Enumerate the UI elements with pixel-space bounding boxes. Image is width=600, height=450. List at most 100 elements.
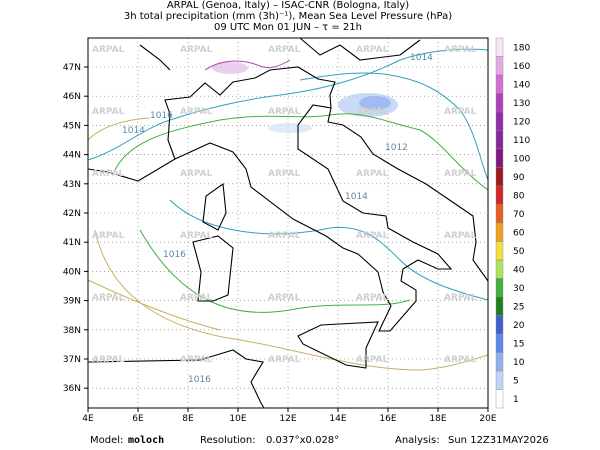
isobar-label: 1016 — [163, 250, 186, 260]
colorbar-label: 1 — [513, 395, 519, 405]
colorbar-swatch — [495, 389, 504, 409]
lat-label: 43N — [63, 180, 81, 190]
colorbar-label: 130 — [513, 99, 530, 109]
island — [202, 183, 227, 231]
lat-label: 40N — [63, 267, 81, 277]
footer-value: 0.037°x0.028° — [266, 435, 339, 446]
footer-label: Resolution: — [200, 435, 256, 446]
footer-label: Analysis: — [395, 435, 440, 446]
colorbar-swatch — [495, 148, 504, 168]
isobar — [87, 279, 221, 331]
lat-label: 46N — [63, 92, 81, 102]
island — [192, 235, 234, 302]
footer-label: Model: — [90, 435, 123, 446]
colorbar-swatch — [495, 333, 504, 353]
colorbar-swatch — [495, 56, 504, 76]
watermark: ARPAL — [268, 45, 301, 55]
colorbar-swatch — [495, 370, 504, 390]
title-line: 09 UTC Mon 01 JUN – τ = 21h — [214, 22, 362, 33]
colorbar-swatch — [495, 315, 504, 335]
lon-label: 20E — [479, 414, 496, 424]
watermark: ARPAL — [356, 169, 389, 179]
lon-label: 8E — [182, 414, 194, 424]
colorbar-label: 180 — [513, 43, 530, 53]
colorbar: 1801601401301201101009080706050403025201… — [495, 37, 530, 409]
colorbar-swatch — [495, 185, 504, 205]
lat-label: 42N — [63, 209, 81, 219]
colorbar-swatch — [495, 204, 504, 224]
colorbar-label: 120 — [513, 117, 530, 127]
precip-area — [212, 62, 248, 74]
watermark: ARPAL — [268, 293, 301, 303]
watermark: ARPAL — [268, 231, 301, 241]
title-line: ARPAL (Genoa, Italy) – ISAC-CNR (Bologna… — [167, 0, 409, 11]
colorbar-label: 80 — [513, 191, 525, 201]
watermark: ARPAL — [92, 293, 125, 303]
lat-label: 44N — [63, 151, 81, 161]
isobar — [204, 59, 291, 71]
isobar-label: 1014 — [122, 126, 145, 136]
watermark: ARPAL — [180, 169, 213, 179]
watermark: ARPAL — [356, 45, 389, 55]
isobar — [169, 199, 489, 301]
colorbar-label: 90 — [513, 173, 525, 183]
lon-label: 12E — [279, 414, 296, 424]
colorbar-label: 110 — [513, 136, 530, 146]
watermark: ARPAL — [92, 355, 125, 365]
colorbar-swatch — [495, 222, 504, 242]
colorbar-swatch — [495, 37, 504, 57]
watermark: ARPAL — [180, 355, 213, 365]
colorbar-swatch — [495, 259, 504, 279]
colorbar-swatch — [495, 352, 504, 372]
colorbar-swatch — [495, 296, 504, 316]
footer-value: Sun 12Z31MAY2026 — [448, 435, 549, 446]
colorbar-label: 100 — [513, 154, 530, 164]
isobar-label: 1014 — [345, 192, 368, 202]
isobar-label: 1016 — [150, 111, 173, 121]
lon-label: 10E — [229, 414, 246, 424]
watermark: ARPAL — [444, 231, 477, 241]
watermark: ARPAL — [356, 231, 389, 241]
watermark: ARPAL — [180, 231, 213, 241]
colorbar-label: 140 — [513, 80, 530, 90]
isobar — [139, 229, 411, 313]
watermark: ARPAL — [356, 107, 389, 117]
colorbar-label: 5 — [513, 376, 519, 386]
watermark: ARPAL — [444, 293, 477, 303]
lat-label: 39N — [63, 297, 81, 307]
isobar-label: 1014 — [410, 53, 433, 63]
colorbar-label: 70 — [513, 210, 525, 220]
colorbar-label: 15 — [513, 339, 524, 349]
lon-label: 6E — [132, 414, 144, 424]
watermark: ARPAL — [268, 355, 301, 365]
isobar — [87, 48, 489, 161]
map-labels: ARPAL ARPAL ARPAL ARPAL ARPAL ARPAL ARPAL ARPAL… — [92, 45, 477, 385]
colorbar-label: 30 — [513, 284, 525, 294]
lat-label: 47N — [63, 63, 81, 73]
border — [139, 37, 421, 71]
colorbar-label: 160 — [513, 62, 530, 72]
watermark: ARPAL — [92, 107, 125, 117]
watermark: ARPAL — [180, 45, 213, 55]
lat-label: 45N — [63, 121, 81, 131]
colorbar-label: 25 — [513, 302, 524, 312]
watermark: ARPAL — [92, 169, 125, 179]
isobar — [87, 117, 489, 371]
colorbar-swatch — [495, 74, 504, 94]
colorbar-swatch — [495, 130, 504, 150]
lon-label: 16E — [379, 414, 396, 424]
watermark: ARPAL — [356, 293, 389, 303]
lon-label: 18E — [429, 414, 446, 424]
watermark: ARPAL — [444, 45, 477, 55]
watermark: ARPAL — [92, 45, 125, 55]
colorbar-label: 60 — [513, 228, 525, 238]
title-line: 3h total precipitation (mm (3h)⁻¹), Mean… — [124, 11, 452, 22]
watermark: ARPAL — [444, 107, 477, 117]
colorbar-label: 40 — [513, 265, 525, 275]
island — [297, 321, 379, 369]
coastline — [87, 104, 489, 332]
lon-label: 4E — [82, 414, 94, 424]
lon-label: 14E — [329, 414, 346, 424]
watermark: ARPAL — [268, 107, 301, 117]
